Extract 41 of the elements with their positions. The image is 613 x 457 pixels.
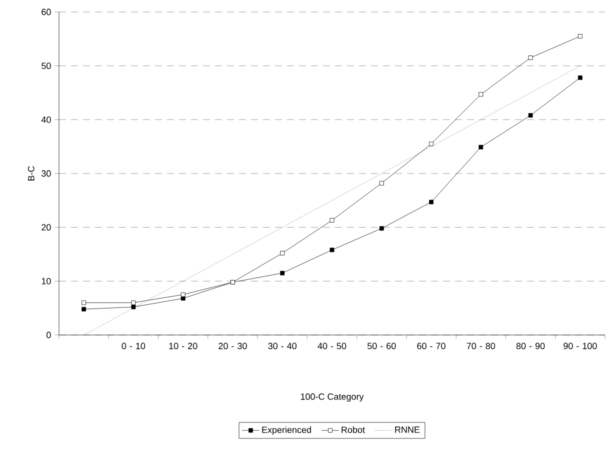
point <box>379 180 384 186</box>
point <box>82 300 86 305</box>
point <box>528 56 533 60</box>
y-tick-label: 30 <box>42 170 51 177</box>
x-axis-title: 100-C Category <box>300 393 364 402</box>
point <box>280 270 285 276</box>
point <box>429 200 434 204</box>
legend-label: Robot <box>342 426 365 434</box>
point <box>82 306 86 312</box>
point <box>330 218 334 223</box>
point <box>131 300 136 305</box>
point <box>429 142 434 146</box>
x-tick-label: 20 - 30 <box>218 342 247 350</box>
legend-label: Experienced <box>262 426 311 435</box>
y-tick-label: 60 <box>42 8 51 16</box>
y-tick-label: 50 <box>42 62 51 70</box>
point <box>330 248 334 252</box>
y-tick-label: 40 <box>41 116 51 123</box>
x-tick-label: 70 - 80 <box>466 342 496 350</box>
x-tick-label: 0 - 10 <box>122 342 146 350</box>
point <box>180 292 186 297</box>
x-tick-label: 50 - 60 <box>367 342 396 350</box>
point <box>131 304 136 310</box>
y-tick-label: 10 <box>42 278 51 284</box>
point <box>578 75 582 80</box>
x-tick-label: 80 - 90 <box>516 342 545 350</box>
point <box>528 113 533 118</box>
x-tick-label: 60 - 70 <box>417 342 446 350</box>
x-tick-label: 30 - 40 <box>268 342 297 350</box>
point <box>478 92 484 97</box>
y-tick-label: 0 <box>46 332 51 338</box>
y-axis-title: B-C <box>28 166 34 181</box>
x-tick-label: 10 - 20 <box>169 342 198 350</box>
point <box>280 250 285 256</box>
x-tick-label: 90 - 100 <box>564 342 597 350</box>
point <box>578 34 582 38</box>
y-tick-label: 20 <box>42 224 51 231</box>
point <box>379 226 384 231</box>
legend-label: RNNE <box>395 426 420 433</box>
point <box>478 144 484 150</box>
x-tick-label: 40 - 50 <box>318 342 346 350</box>
